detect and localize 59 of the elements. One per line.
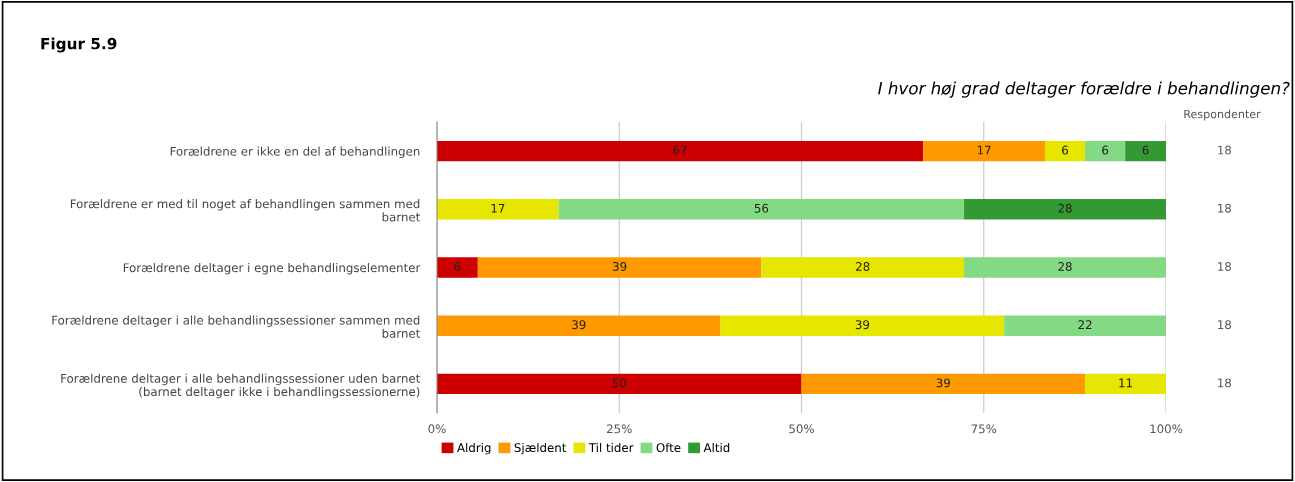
x-tick-label: 0% bbox=[428, 424, 446, 434]
data-label: 28 bbox=[1058, 262, 1072, 271]
bar bbox=[437, 140, 924, 162]
bar bbox=[437, 373, 802, 395]
legend-label: Aldrig bbox=[457, 442, 491, 455]
data-label: 17 bbox=[491, 203, 505, 213]
data-label: 39 bbox=[855, 320, 870, 330]
x-tick-label: 25% bbox=[607, 424, 632, 434]
text: 18 bbox=[1218, 262, 1232, 271]
data-label: 6 bbox=[1102, 145, 1109, 155]
data-label: 6 bbox=[1142, 145, 1149, 155]
text: 18 bbox=[1218, 145, 1232, 155]
bar bbox=[761, 257, 965, 278]
bar bbox=[1044, 140, 1086, 162]
text: 18 bbox=[1218, 320, 1232, 330]
legend-label: Altid bbox=[703, 442, 730, 453]
legend-label: Til tider bbox=[588, 442, 634, 453]
data-label: 17 bbox=[977, 145, 991, 155]
y-tick-label: Forældrene deltager i egne behandlingselementer bbox=[123, 263, 421, 275]
x-tick-label: 50% bbox=[789, 424, 814, 434]
chart-title: I hvor høj grad deltager forældre i behandlingen? bbox=[878, 81, 1290, 98]
text: Respondenter bbox=[1184, 109, 1261, 121]
bar bbox=[437, 315, 721, 336]
y-tick-label: Forældrene er ikke en del af behandlingen bbox=[170, 146, 420, 159]
y-tick-label: Forældrene deltager i alle behandlingssessioner sammen med barnet bbox=[52, 315, 421, 338]
data-label: 11 bbox=[1119, 378, 1132, 388]
bar bbox=[1085, 140, 1126, 162]
bar bbox=[1004, 315, 1166, 336]
bar bbox=[964, 257, 1166, 278]
text: Figur 5.9 bbox=[41, 37, 117, 53]
bar bbox=[1125, 140, 1166, 162]
data-label: 67 bbox=[673, 145, 687, 155]
data-label: 39 bbox=[613, 262, 627, 271]
bar bbox=[923, 140, 1045, 162]
x-tick-label: 75% bbox=[971, 424, 997, 434]
bar bbox=[437, 199, 559, 220]
data-label: 22 bbox=[1078, 320, 1092, 329]
text: 18 bbox=[1218, 378, 1232, 388]
legend-label: Sjældent bbox=[514, 442, 567, 455]
data-label: 39 bbox=[936, 378, 950, 388]
bar bbox=[437, 257, 478, 278]
bar bbox=[558, 199, 965, 220]
data-label: 39 bbox=[572, 320, 586, 330]
y-tick-label: Forældrene er med til noget af behandlingen sammen med barnet bbox=[70, 199, 421, 222]
bar bbox=[964, 199, 1166, 220]
data-label: 6 bbox=[1062, 145, 1069, 155]
data-label: 28 bbox=[1058, 203, 1072, 213]
x-tick-label: 100% bbox=[1150, 424, 1183, 434]
data-label: 56 bbox=[754, 203, 769, 213]
bar bbox=[1085, 373, 1166, 395]
data-label: 28 bbox=[856, 262, 870, 271]
data-label: 6 bbox=[454, 262, 461, 271]
bar bbox=[477, 257, 762, 278]
data-label: 50 bbox=[612, 378, 626, 388]
y-tick-label: Forældrene deltager i alle behandlingssessioner uden barnet (barnet deltager ikke i behandlingssessionerne) bbox=[61, 373, 421, 399]
text: 18 bbox=[1218, 203, 1232, 213]
bar bbox=[801, 373, 1086, 395]
bar bbox=[720, 315, 1005, 336]
legend-label: Ofte bbox=[656, 442, 681, 453]
